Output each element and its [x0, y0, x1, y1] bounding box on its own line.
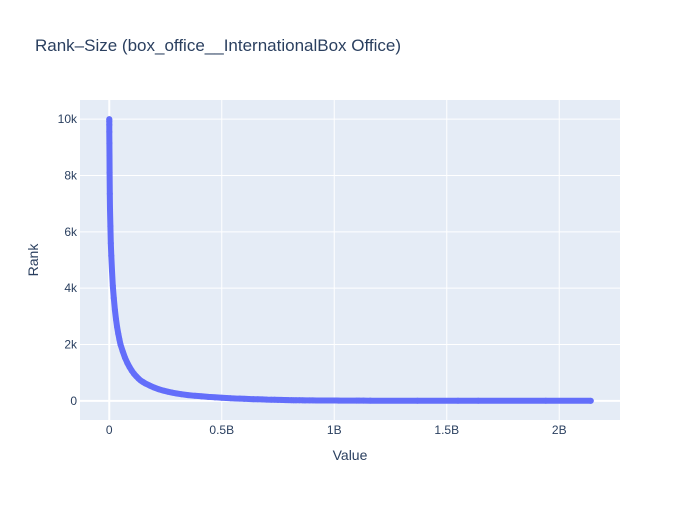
data-points — [106, 116, 594, 404]
data-point[interactable] — [212, 394, 218, 401]
data-point[interactable] — [173, 390, 180, 397]
data-point[interactable] — [164, 388, 171, 395]
y-tick-label: 10k — [58, 112, 78, 126]
data-point[interactable] — [114, 324, 121, 331]
y-tick-label: 6k — [64, 225, 78, 239]
data-point[interactable] — [110, 295, 117, 302]
data-point[interactable] — [146, 382, 153, 389]
data-point[interactable] — [360, 397, 367, 404]
data-point[interactable] — [353, 397, 360, 404]
plot-area — [80, 100, 620, 420]
data-point[interactable] — [268, 396, 275, 403]
y-axis-ticks: 0 2k 4k 6k 8k 10k — [58, 112, 78, 408]
y-axis-title: Rank — [25, 243, 41, 277]
data-point[interactable] — [227, 395, 234, 402]
y-tick-label: 8k — [64, 168, 78, 182]
y-tick-label: 0 — [70, 394, 77, 408]
data-point[interactable] — [306, 397, 313, 404]
data-point[interactable] — [414, 397, 421, 404]
data-point[interactable] — [122, 354, 128, 361]
data-point[interactable] — [178, 391, 185, 398]
data-point[interactable] — [542, 397, 549, 404]
data-point[interactable] — [106, 152, 113, 159]
data-point[interactable] — [160, 387, 167, 394]
data-point[interactable] — [106, 190, 113, 197]
data-point[interactable] — [155, 386, 162, 393]
data-point[interactable] — [185, 392, 191, 399]
data-point[interactable] — [259, 396, 266, 403]
data-point[interactable] — [107, 223, 114, 230]
data-point[interactable] — [107, 206, 114, 213]
data-point[interactable] — [250, 396, 257, 403]
data-point[interactable] — [198, 393, 205, 400]
data-point[interactable] — [236, 395, 243, 402]
data-point[interactable] — [117, 341, 124, 348]
data-point[interactable] — [106, 116, 113, 123]
x-tick-label: 1.5B — [434, 423, 459, 437]
data-point[interactable] — [106, 128, 113, 135]
x-tick-label: 2B — [552, 423, 567, 437]
data-point[interactable] — [245, 395, 252, 402]
x-axis-title: Value — [333, 447, 368, 463]
data-point[interactable] — [587, 397, 594, 404]
x-tick-label: 0.5B — [209, 423, 234, 437]
data-point[interactable] — [333, 397, 340, 404]
data-point[interactable] — [191, 392, 198, 399]
data-point[interactable] — [111, 306, 118, 313]
chart-title: Rank–Size (box_office__InternationalBox … — [35, 36, 401, 55]
data-point[interactable] — [124, 359, 131, 366]
data-point[interactable] — [113, 316, 119, 323]
data-point[interactable] — [115, 330, 122, 337]
data-point[interactable] — [241, 395, 248, 402]
x-axis-ticks: 0 0.5B 1B 1.5B 2B — [106, 423, 567, 437]
data-point[interactable] — [367, 397, 374, 404]
data-point[interactable] — [318, 397, 325, 404]
data-point[interactable] — [325, 397, 332, 404]
data-point[interactable] — [106, 169, 113, 176]
data-point[interactable] — [455, 397, 461, 404]
data-point[interactable] — [205, 393, 212, 400]
data-point[interactable] — [109, 282, 116, 289]
data-point[interactable] — [223, 395, 230, 402]
data-point[interactable] — [119, 348, 126, 355]
data-point[interactable] — [108, 252, 115, 259]
x-tick-label: 1B — [327, 423, 342, 437]
data-point[interactable] — [107, 240, 114, 247]
data-point[interactable] — [106, 140, 113, 147]
data-point[interactable] — [232, 395, 239, 402]
data-point[interactable] — [169, 389, 176, 396]
data-point[interactable] — [218, 394, 225, 401]
y-tick-label: 2k — [64, 338, 78, 352]
data-point[interactable] — [108, 267, 115, 274]
x-tick-label: 0 — [106, 423, 113, 437]
data-point[interactable] — [475, 397, 482, 404]
data-point[interactable] — [254, 396, 261, 403]
data-point[interactable] — [263, 396, 270, 403]
y-tick-label: 4k — [64, 281, 78, 295]
data-point[interactable] — [116, 336, 123, 343]
data-point[interactable] — [151, 384, 158, 391]
